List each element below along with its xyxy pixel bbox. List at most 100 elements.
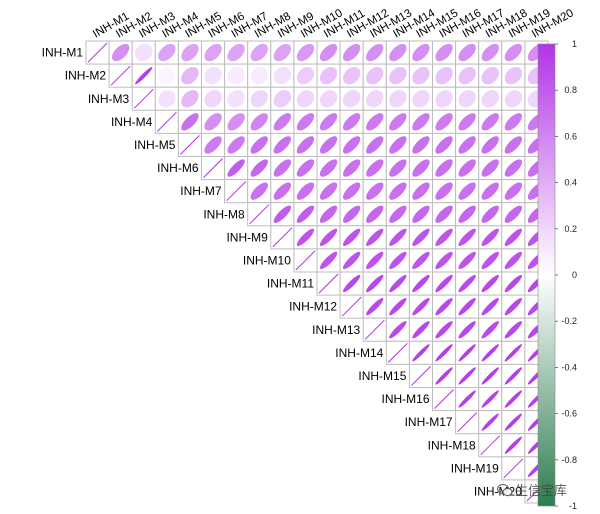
- correlation-cell: [177, 109, 202, 134]
- correlation-ellipse: [504, 413, 523, 431]
- colorbar-legend: 1 0.8 0.6 0.4 0.2 0 -0.2 -0.4 -0.6 -0.8 -1: [537, 39, 577, 511]
- correlation-cell: [478, 40, 503, 65]
- correlation-ellipse: [412, 182, 430, 200]
- correlation-cell: [455, 363, 480, 388]
- row-label: INH-M6: [157, 161, 199, 175]
- correlation-cell: [385, 63, 410, 88]
- diagonal-mark: [457, 412, 478, 433]
- correlation-ellipse: [319, 90, 338, 108]
- correlation-cell: [408, 202, 433, 227]
- correlation-cell: [478, 86, 503, 111]
- correlation-cell: [455, 248, 480, 273]
- correlation-cell: [293, 86, 318, 111]
- correlation-ellipse: [504, 182, 523, 200]
- correlation-ellipse: [319, 113, 338, 131]
- correlation-cell: [478, 317, 503, 342]
- correlation-ellipse: [181, 66, 199, 85]
- correlation-ellipse: [342, 43, 361, 62]
- correlation-cell: [201, 109, 226, 134]
- correlation-ellipse: [366, 228, 384, 247]
- correlation-cell: [478, 179, 503, 204]
- correlation-cell: [293, 202, 318, 227]
- correlation-ellipse: [296, 66, 315, 85]
- correlation-ellipse: [504, 228, 523, 247]
- correlation-ellipse: [435, 297, 453, 316]
- colorbar-gradient: [537, 43, 556, 507]
- correlation-cell: [455, 156, 480, 181]
- correlation-ellipse: [504, 436, 523, 454]
- correlation-ellipse: [342, 66, 361, 85]
- correlation-ellipse: [342, 251, 361, 270]
- correlation-ellipse: [504, 136, 523, 154]
- correlation-cell: [478, 363, 503, 388]
- correlation-cell: [478, 202, 503, 227]
- correlation-cell: [339, 225, 364, 250]
- correlation-ellipse: [296, 159, 315, 177]
- correlation-ellipse: [389, 182, 407, 200]
- colorbar-tick-label: 0.6: [564, 131, 577, 141]
- colorbar-tick-label: -0.8: [561, 455, 577, 465]
- correlation-cell: [432, 225, 457, 250]
- diagonal-mark: [110, 65, 131, 86]
- correlation-cell: [270, 156, 295, 181]
- correlation-cell: [408, 271, 433, 296]
- correlation-cell: [432, 63, 457, 88]
- correlation-cell: [501, 248, 526, 273]
- correlation-cell: [316, 40, 341, 65]
- correlation-ellipse: [181, 43, 199, 62]
- correlation-cell: [339, 86, 364, 111]
- wechat-icon: [496, 483, 513, 497]
- correlation-ellipse: [435, 321, 453, 339]
- correlation-cell: [385, 294, 410, 319]
- row-label: INH-M16: [381, 392, 429, 406]
- correlation-cell: [293, 156, 318, 181]
- correlation-ellipse: [435, 251, 453, 270]
- correlation-cell: [432, 248, 457, 273]
- correlation-ellipse: [458, 297, 476, 316]
- correlation-cell: [224, 86, 249, 111]
- row-label: INH-M3: [88, 92, 130, 106]
- correlation-ellipse: [342, 113, 361, 131]
- correlation-cell: [362, 109, 387, 134]
- diagonal-mark: [156, 111, 177, 132]
- correlation-cell: [478, 387, 503, 412]
- correlation-ellipse: [342, 228, 361, 247]
- row-label: INH-M9: [226, 230, 268, 244]
- diagonal-cell: [85, 40, 110, 65]
- correlation-cell: [408, 86, 433, 111]
- correlation-cell: [247, 179, 272, 204]
- correlation-ellipse: [458, 274, 476, 293]
- correlation-ellipse: [389, 321, 407, 339]
- colorbar-tick-label: 0.2: [564, 224, 577, 234]
- correlation-ellipse: [227, 43, 245, 62]
- correlation-ellipse: [458, 251, 476, 270]
- correlation-cell: [316, 248, 341, 273]
- correlation-cell: [501, 40, 526, 65]
- correlation-cell: [385, 317, 410, 342]
- correlation-ellipse: [273, 43, 292, 62]
- correlation-ellipse: [458, 390, 476, 408]
- diagonal-cell: [177, 132, 202, 157]
- correlation-cell: [432, 363, 457, 388]
- correlation-ellipse: [481, 251, 499, 270]
- correlation-ellipse: [366, 66, 384, 85]
- correlation-cell: [432, 340, 457, 365]
- correlation-cell: [408, 63, 433, 88]
- correlation-ellipse: [504, 43, 523, 62]
- correlation-cell: [339, 156, 364, 181]
- correlation-cell: [339, 40, 364, 65]
- diagonal-mark: [249, 204, 270, 225]
- correlation-cell: [501, 433, 526, 458]
- correlation-cell: [339, 179, 364, 204]
- correlation-ellipse: [296, 136, 315, 154]
- correlation-ellipse: [389, 136, 407, 154]
- correlation-ellipse: [296, 90, 315, 108]
- correlation-ellipse: [412, 205, 430, 223]
- correlation-cell: [293, 225, 318, 250]
- correlation-cell: [362, 132, 387, 157]
- diagonal-mark: [364, 319, 385, 340]
- correlation-cell: [362, 86, 387, 111]
- correlation-ellipse: [435, 367, 453, 385]
- correlation-ellipse: [504, 321, 523, 339]
